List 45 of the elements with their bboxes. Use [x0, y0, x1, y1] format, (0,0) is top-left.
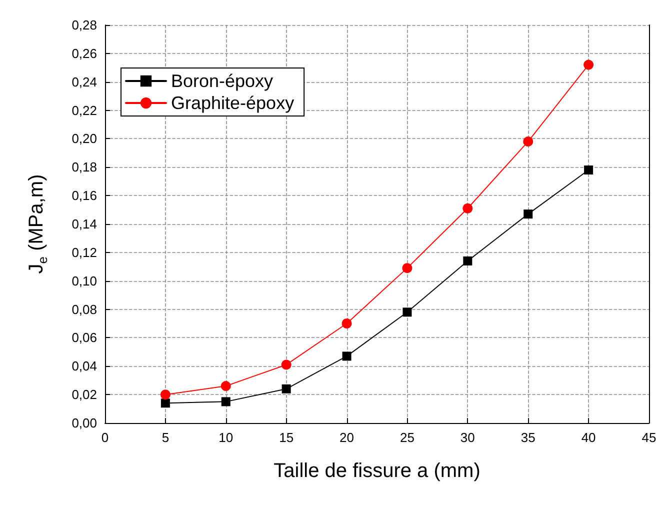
point [160, 398, 170, 408]
x-tick-label: 20 [340, 430, 354, 445]
point [462, 203, 473, 214]
y-tick-label: 0,20 [72, 131, 97, 146]
legend-label: Graphite-époxy [171, 93, 294, 113]
point [463, 256, 472, 266]
point [281, 360, 292, 370]
y-tick-label: 0,12 [72, 244, 97, 260]
y-tick-label: 0,02 [72, 387, 97, 402]
y-tick-label: 0,28 [72, 18, 97, 32]
point [402, 308, 412, 317]
point [220, 381, 231, 392]
x-tick-label: 25 [400, 430, 414, 445]
x-tick-label: 35 [520, 430, 536, 445]
y-axis-title: Je (MPa,m) [26, 174, 50, 274]
point [342, 318, 352, 328]
legend-label: Boron-époxy [171, 71, 274, 91]
x-tick-label: 40 [581, 430, 596, 445]
x-tick-label: 10 [218, 430, 234, 445]
x-tick-label: 15 [279, 430, 294, 445]
y-tick-label: 0,08 [72, 302, 97, 317]
point [221, 397, 230, 406]
y-tick-label: 0,06 [72, 330, 97, 346]
point [584, 60, 594, 70]
y-tick-label: 0,00 [72, 416, 97, 430]
point [524, 210, 533, 219]
x-axis-title: Taille de fissure a (mm) [274, 460, 480, 482]
y-tick-label: 0,18 [72, 160, 97, 175]
y-tick-label: 0,04 [72, 358, 97, 374]
point [342, 352, 352, 361]
point [523, 136, 534, 147]
y-tick-label: 0,16 [72, 188, 97, 204]
y-tick-label: 0,10 [72, 273, 97, 288]
x-tick-label: 0 [101, 430, 109, 445]
x-tick-label: 30 [460, 430, 475, 445]
point [160, 390, 170, 400]
y-tick-label: 0,26 [72, 46, 97, 61]
point [584, 165, 594, 174]
point [282, 384, 291, 394]
y-tick-label: 0,22 [72, 102, 97, 118]
y-tick-label: 0,14 [72, 216, 97, 232]
x-tick-label: 5 [162, 430, 170, 445]
x-tick-label: 45 [642, 430, 656, 445]
y-tick-label: 0,24 [72, 74, 97, 90]
point [402, 263, 412, 274]
